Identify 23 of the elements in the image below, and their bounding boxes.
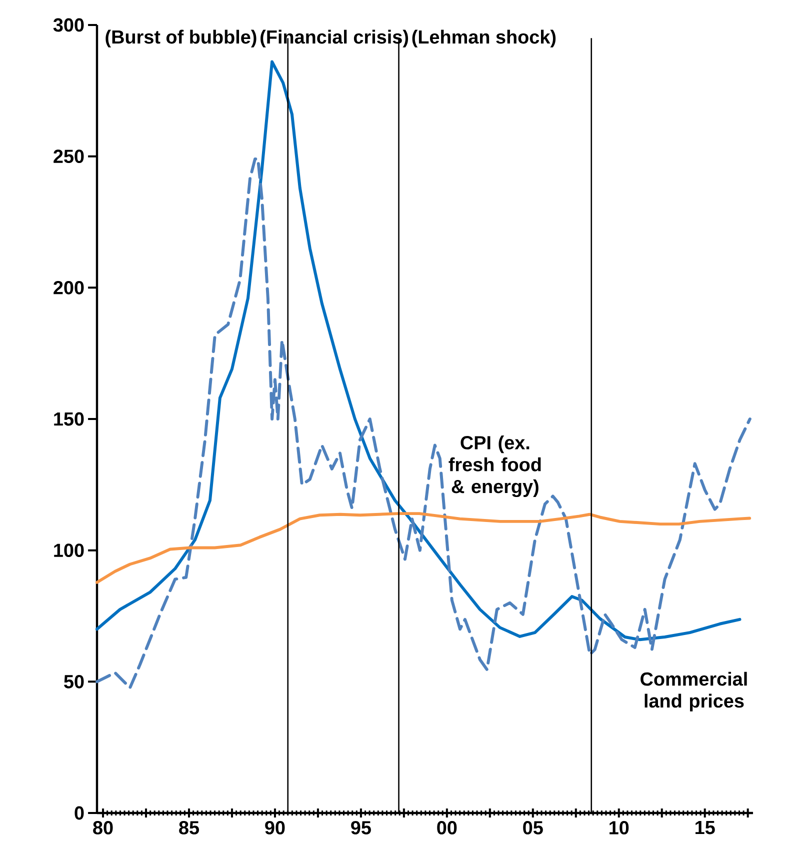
series-label: Commercial land prices <box>640 672 747 712</box>
y-tick-label: 150 <box>54 412 84 426</box>
ref-line-label: (Burst of bubble) <box>106 30 256 48</box>
line-series <box>96 157 752 690</box>
x-tick-label: 85 <box>179 821 199 834</box>
y-tick-label: 250 <box>54 150 84 164</box>
x-tick-label: 00 <box>437 821 457 834</box>
y-tick-label: 50 <box>64 674 84 688</box>
x-tick-label: 05 <box>523 821 543 834</box>
y-tick-label: 200 <box>54 280 84 294</box>
y-tick-label: 300 <box>53 18 84 32</box>
y-tick-label: 100 <box>54 544 84 558</box>
x-tick-label: 95 <box>351 821 371 834</box>
x-tick-label: 15 <box>696 821 715 834</box>
ref-line-label: (Lehman shock) <box>412 30 556 48</box>
ref-line-label: (Financial crisis) <box>260 30 408 48</box>
line-series <box>96 512 752 584</box>
line-series <box>96 60 742 642</box>
x-tick-label: 80 <box>93 821 113 834</box>
y-tick-label: 0 <box>74 806 84 820</box>
x-tick-label: 10 <box>610 821 629 834</box>
series-label: CPI (ex. fresh food & energy) <box>448 435 541 498</box>
x-tick-label: 90 <box>265 821 285 834</box>
